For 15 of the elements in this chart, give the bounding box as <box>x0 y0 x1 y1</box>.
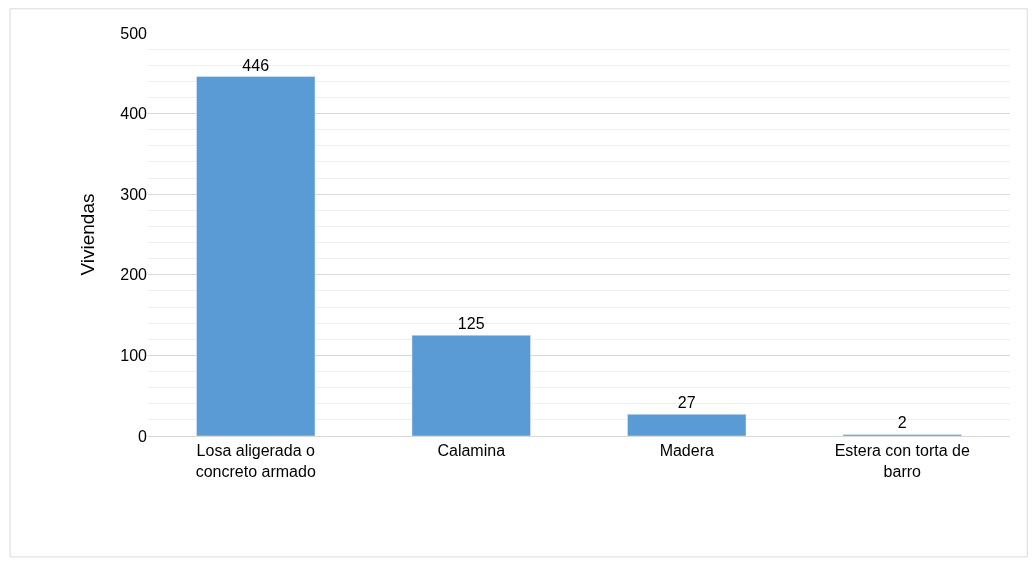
data-label: 125 <box>457 315 485 333</box>
x-tick-label: Losa aligerada o concreto armado <box>195 442 316 480</box>
x-tick-label: Calamina <box>437 442 506 460</box>
data-label: 2 <box>897 414 907 432</box>
data-label: 27 <box>677 394 696 412</box>
x-tick-label: Estera con torta de barro <box>834 442 970 480</box>
y-tick-label: 100 <box>120 347 148 364</box>
x-tick-label: Madera <box>659 442 714 460</box>
y-tick-label: 300 <box>120 185 148 203</box>
y-tick-label: 0 <box>138 427 148 445</box>
y-tick-label: 200 <box>120 266 148 284</box>
y-tick-label: 400 <box>120 105 148 123</box>
y-axis-title: Viviendas <box>77 193 99 276</box>
y-tick-label: 500 <box>120 24 148 42</box>
data-label: 446 <box>242 56 270 74</box>
